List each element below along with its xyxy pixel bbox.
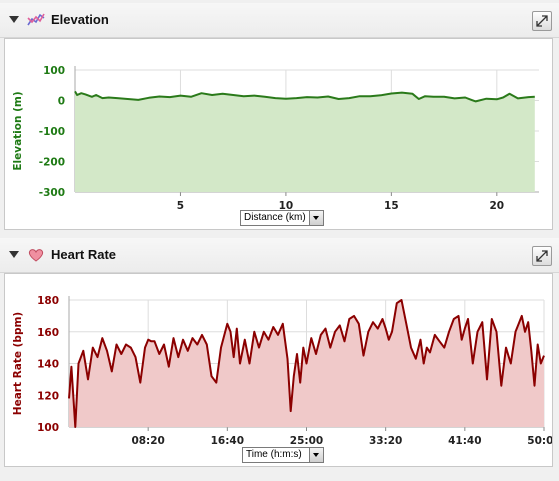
- heart-rate-x-tick-label: 50:00: [527, 435, 552, 447]
- heart-rate-y-tick-label: 120: [37, 390, 59, 402]
- heart-rate-x-tick-label: 33:20: [369, 435, 402, 447]
- elevation-y-axis-label: Elevation (m): [12, 91, 24, 170]
- heart-icon: [28, 249, 44, 262]
- elevation-y-tick-label: -300: [39, 187, 65, 199]
- heart-rate-y-tick-label: 160: [37, 327, 59, 339]
- heart-rate-y-tick-label: 100: [37, 422, 59, 434]
- heart-rate-chart-container: 180 160 140 120 100 08:20 16:40 25:00 33:20 41:40…: [4, 273, 553, 467]
- expand-icon[interactable]: [532, 11, 552, 31]
- heart-rate-chart: 180 160 140 120 100 08:20 16:40 25:00 33:20 41:40…: [12, 295, 552, 447]
- elevation-y-tick-label: -100: [39, 126, 65, 138]
- elevation-x-tick-label: 10: [279, 200, 294, 212]
- heart-rate-panel-header: Heart Rate: [0, 238, 559, 273]
- time-axis-select[interactable]: Time (h:m:s): [242, 447, 324, 463]
- heart-rate-panel-title: Heart Rate: [51, 247, 117, 262]
- time-axis-select-label: Time (h:m:s): [246, 449, 302, 460]
- elevation-panel-title: Elevation: [51, 12, 109, 27]
- distance-axis-select[interactable]: Distance (km): [240, 210, 324, 226]
- collapse-toggle-icon[interactable]: [9, 16, 19, 23]
- elevation-series-line: [74, 90, 535, 103]
- expand-icon[interactable]: [532, 246, 552, 266]
- heart-rate-x-tick-label: 08:20: [131, 435, 164, 447]
- elevation-icon: [27, 13, 45, 26]
- heart-rate-x-tick-label: 16:40: [211, 435, 244, 447]
- collapse-toggle-icon[interactable]: [9, 251, 19, 258]
- elevation-y-tick-label: 100: [43, 65, 65, 77]
- elevation-y-tick-label: -200: [39, 157, 65, 169]
- elevation-area-fill: [75, 91, 535, 192]
- elevation-x-tick-label: 15: [384, 200, 399, 212]
- heart-rate-y-tick-label: 140: [37, 359, 59, 371]
- elevation-chart: 100 0 -100 -200 -300 5 10 15 20 Elevation (m): [12, 65, 539, 212]
- dropdown-arrow-icon[interactable]: [309, 211, 323, 225]
- elevation-x-tick-label: 5: [177, 200, 184, 212]
- heart-rate-x-tick-label: 25:00: [290, 435, 323, 447]
- heart-rate-series-line: [68, 299, 545, 428]
- elevation-y-tick-label: 0: [58, 96, 65, 108]
- elevation-chart-container: 100 0 -100 -200 -300 5 10 15 20 Elevation (m) Dis…: [4, 38, 553, 230]
- dropdown-arrow-icon[interactable]: [309, 448, 323, 462]
- heart-rate-y-axis-label: Heart Rate (bpm): [12, 312, 24, 415]
- heart-rate-y-tick-label: 180: [37, 295, 59, 307]
- heart-rate-x-tick-label: 41:40: [448, 435, 481, 447]
- elevation-panel-header: Elevation: [0, 3, 559, 38]
- elevation-x-tick-label: 20: [490, 200, 505, 212]
- distance-axis-select-label: Distance (km): [244, 212, 306, 223]
